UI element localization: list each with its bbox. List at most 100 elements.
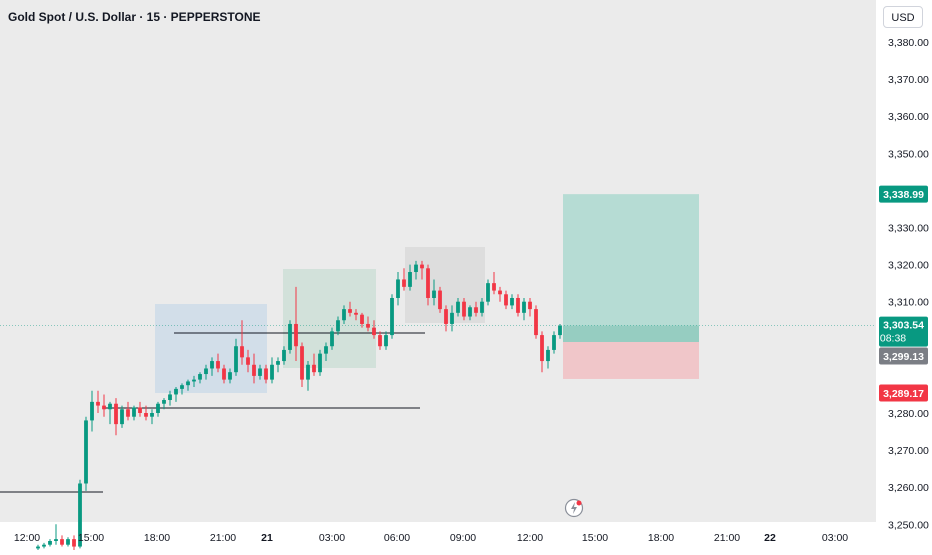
candle[interactable]	[324, 342, 328, 362]
candle[interactable]	[90, 390, 94, 432]
candle[interactable]	[348, 301, 352, 317]
candle[interactable]	[510, 294, 514, 310]
target-zone[interactable]	[563, 194, 699, 343]
candle[interactable]	[42, 542, 46, 549]
candle[interactable]	[396, 272, 400, 306]
candle[interactable]	[540, 331, 544, 373]
candle[interactable]	[96, 390, 100, 413]
candle[interactable]	[498, 286, 502, 302]
candle[interactable]	[516, 294, 520, 317]
candle[interactable]	[54, 524, 58, 545]
candle-body	[246, 357, 250, 365]
candle[interactable]	[288, 320, 292, 354]
candle[interactable]	[426, 264, 430, 306]
candle[interactable]	[282, 346, 286, 365]
candle[interactable]	[306, 361, 310, 391]
candle[interactable]	[108, 401, 112, 425]
lightning-icon[interactable]	[564, 498, 584, 518]
candle[interactable]	[378, 331, 382, 350]
candle[interactable]	[480, 297, 484, 317]
candle[interactable]	[360, 312, 364, 328]
candle[interactable]	[228, 368, 232, 384]
stop-zone[interactable]	[563, 342, 699, 379]
candle[interactable]	[246, 349, 250, 373]
candle[interactable]	[48, 539, 52, 547]
candle[interactable]	[558, 323, 562, 339]
candle[interactable]	[66, 537, 70, 547]
candle[interactable]	[312, 353, 316, 376]
candle[interactable]	[72, 535, 76, 551]
candle[interactable]	[216, 353, 220, 373]
candle[interactable]	[384, 331, 388, 350]
candle[interactable]	[402, 268, 406, 291]
candle[interactable]	[102, 394, 106, 417]
candle[interactable]	[114, 398, 118, 436]
candle[interactable]	[438, 286, 442, 313]
candle[interactable]	[180, 383, 184, 395]
candle[interactable]	[342, 305, 346, 324]
candle[interactable]	[318, 349, 322, 376]
candle[interactable]	[432, 279, 436, 306]
y-tick-label: 3,310.00	[888, 297, 929, 309]
candle[interactable]	[414, 260, 418, 280]
candle[interactable]	[444, 305, 448, 332]
candle[interactable]	[168, 390, 172, 406]
y-tick-label: 3,350.00	[888, 148, 929, 160]
candle[interactable]	[138, 401, 142, 417]
candle[interactable]	[60, 535, 64, 547]
candle[interactable]	[84, 416, 88, 491]
candle[interactable]	[252, 353, 256, 384]
candle[interactable]	[546, 346, 550, 369]
candle-body	[546, 349, 550, 362]
candle[interactable]	[156, 401, 160, 417]
candle[interactable]	[336, 316, 340, 336]
currency-button[interactable]: USD	[883, 6, 923, 28]
candle[interactable]	[150, 409, 154, 425]
candle[interactable]	[528, 297, 532, 317]
candle[interactable]	[474, 301, 478, 317]
candle[interactable]	[210, 357, 214, 376]
candle[interactable]	[420, 260, 424, 280]
candle[interactable]	[462, 297, 466, 321]
candle[interactable]	[270, 357, 274, 384]
candle[interactable]	[300, 342, 304, 388]
candle[interactable]	[504, 290, 508, 310]
candle[interactable]	[234, 338, 238, 376]
candle[interactable]	[174, 387, 178, 402]
candle[interactable]	[456, 297, 460, 317]
candle[interactable]	[408, 264, 412, 291]
candle[interactable]	[204, 364, 208, 380]
candle[interactable]	[276, 357, 280, 373]
blue-zone[interactable]	[155, 304, 267, 393]
candle[interactable]	[36, 544, 40, 551]
candle[interactable]	[330, 327, 334, 350]
candle[interactable]	[222, 364, 226, 384]
candle[interactable]	[186, 379, 190, 391]
candle[interactable]	[522, 297, 526, 321]
candle[interactable]	[534, 305, 538, 339]
candle[interactable]	[366, 316, 370, 332]
candle[interactable]	[264, 364, 268, 384]
candle[interactable]	[450, 305, 454, 332]
candle[interactable]	[162, 398, 166, 410]
candle[interactable]	[486, 279, 490, 306]
candle[interactable]	[126, 401, 130, 421]
candle[interactable]	[198, 372, 202, 384]
candle[interactable]	[468, 305, 472, 321]
candle[interactable]	[372, 320, 376, 339]
y-tick-label: 3,330.00	[888, 223, 929, 235]
candle[interactable]	[78, 479, 82, 549]
candle[interactable]	[258, 364, 262, 380]
candle[interactable]	[294, 286, 298, 362]
candle[interactable]	[240, 320, 244, 365]
candle[interactable]	[120, 405, 124, 428]
candle[interactable]	[354, 309, 358, 321]
candle[interactable]	[552, 331, 556, 354]
candle[interactable]	[132, 405, 136, 421]
candle[interactable]	[390, 294, 394, 339]
candle[interactable]	[144, 405, 148, 421]
candle[interactable]	[492, 272, 496, 295]
candle[interactable]	[192, 375, 196, 388]
